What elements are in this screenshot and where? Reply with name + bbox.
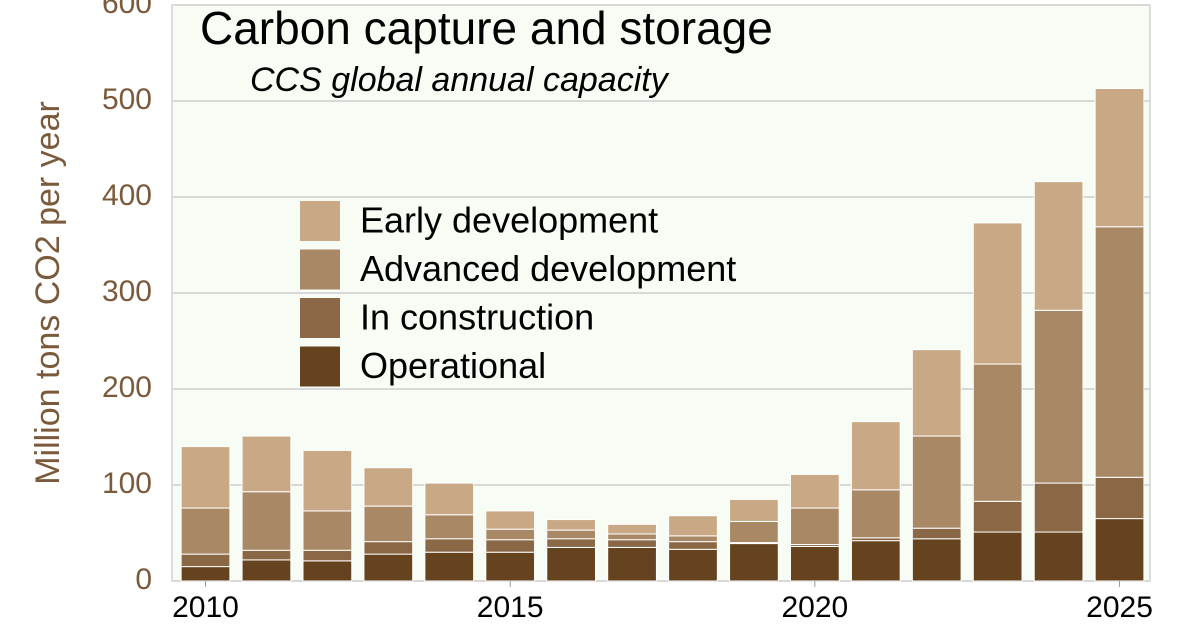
bar-segment	[1094, 476, 1145, 520]
bar-segment	[972, 363, 1023, 502]
bar-segment	[972, 500, 1023, 533]
bar-segment	[850, 489, 901, 539]
bar-segment	[789, 545, 840, 582]
bar-segment	[424, 538, 475, 553]
bar-segment	[668, 541, 718, 550]
bar-segment	[729, 543, 779, 582]
bar-segment	[241, 435, 292, 493]
bar-segment	[972, 531, 1023, 582]
bar-segment	[424, 514, 475, 540]
bar-segment	[485, 539, 536, 553]
chart-subtitle: CCS global annual capacity	[250, 61, 670, 99]
bar-segment	[1094, 518, 1145, 582]
bar-segment	[850, 540, 901, 582]
bar-segment	[180, 553, 231, 568]
bar-segment	[607, 546, 657, 582]
bar-segment	[546, 529, 596, 540]
bar-segment	[729, 498, 779, 522]
bar-segment	[546, 519, 596, 531]
bar-segment	[607, 539, 657, 548]
bar-segment	[972, 222, 1023, 365]
bar-segment	[363, 467, 414, 507]
legend-swatch	[300, 201, 340, 241]
bar-segment	[911, 349, 962, 437]
chart-title: Carbon capture and storage	[200, 2, 773, 54]
bar-segment	[1033, 181, 1084, 311]
y-tick-label: 400	[102, 179, 152, 212]
bar-segment	[180, 566, 231, 582]
bar-segment	[424, 551, 475, 582]
x-tick-label: 2015	[477, 591, 544, 624]
bar-segment	[668, 515, 718, 537]
bar-segment	[911, 435, 962, 529]
bar-segment	[607, 533, 657, 541]
bar-segment	[485, 551, 536, 582]
bar-segment	[546, 538, 596, 548]
bar-segment	[789, 507, 840, 546]
bar-segment	[241, 491, 292, 551]
bar-segment	[668, 535, 718, 543]
bar-segment	[911, 527, 962, 540]
bar-segment	[1033, 309, 1084, 484]
bar-segment	[363, 505, 414, 543]
bar-segment	[302, 510, 353, 551]
legend-swatch	[300, 249, 340, 290]
y-tick-label: 600	[102, 0, 152, 20]
legend-label: Operational	[360, 345, 546, 386]
bar-segment	[1033, 531, 1084, 582]
bar-segment	[1033, 482, 1084, 533]
bar-segment	[302, 560, 353, 582]
x-tick-label: 2020	[781, 591, 848, 624]
bar-segment	[485, 528, 536, 541]
y-tick-label: 100	[102, 467, 152, 500]
bar-segment	[241, 559, 292, 582]
x-tick-label: 2025	[1086, 591, 1153, 624]
legend-label: Advanced development	[360, 248, 736, 289]
bar-segment	[546, 546, 596, 582]
legend-label: Early development	[360, 200, 658, 241]
bar-segment	[729, 520, 779, 544]
bar-segment	[1094, 226, 1145, 478]
bar-segment	[241, 549, 292, 561]
bar-segment	[363, 553, 414, 582]
bar-segment	[424, 482, 475, 516]
legend-swatch	[300, 298, 340, 338]
bar-segment	[607, 523, 657, 535]
bar-segment	[911, 538, 962, 582]
y-tick-label: 0	[135, 563, 152, 596]
bar-segment	[789, 473, 840, 509]
bar-segment	[180, 446, 231, 509]
bar-segment	[363, 541, 414, 555]
y-axis-title: Million tons CO2 per year	[29, 101, 67, 485]
y-tick-label: 300	[102, 275, 152, 308]
bar-segment	[302, 449, 353, 512]
y-tick-label: 200	[102, 371, 152, 404]
bar-segment	[1094, 88, 1145, 228]
bar-segment	[850, 421, 901, 491]
legend-label: In construction	[360, 297, 594, 338]
bar-segment	[302, 549, 353, 562]
legend-swatch	[300, 346, 340, 387]
bar-segment	[485, 510, 536, 530]
x-tick-label: 2010	[172, 591, 239, 624]
bar-segment	[180, 507, 231, 555]
y-tick-label: 500	[102, 83, 152, 116]
bar-segment	[668, 548, 718, 582]
